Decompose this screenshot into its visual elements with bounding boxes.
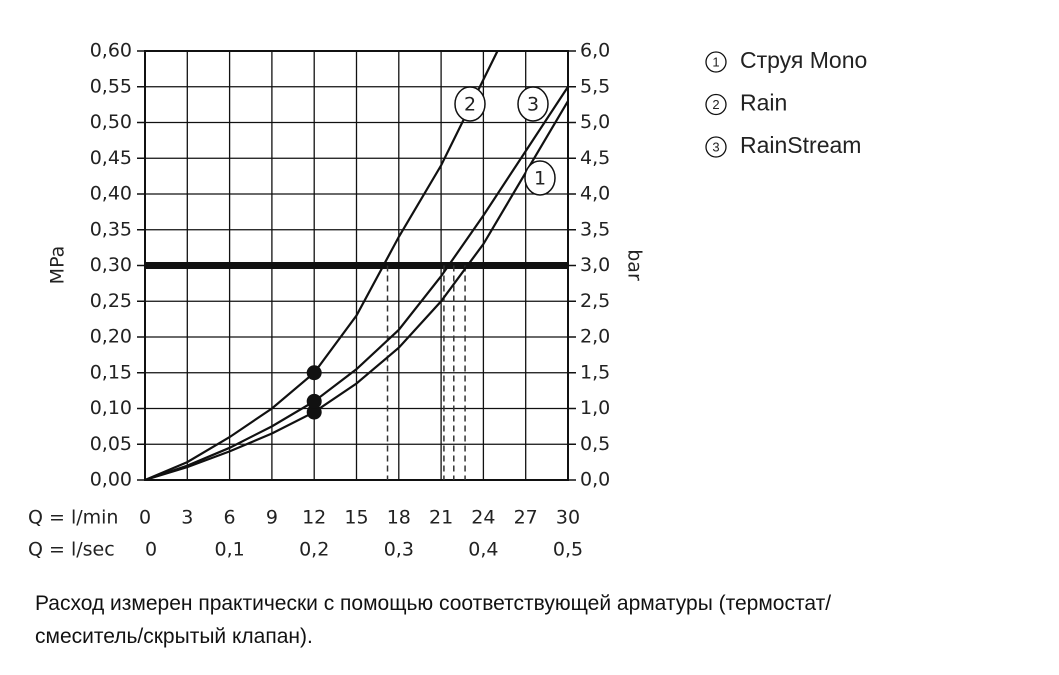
y2-tick-label: 1,0 bbox=[580, 397, 610, 419]
y2-tick-label: 0,0 bbox=[580, 469, 610, 491]
x-tick-label: 21 bbox=[429, 507, 453, 529]
y-tick-label: 0,10 bbox=[90, 397, 132, 419]
y2-tick-label: 2,0 bbox=[580, 326, 610, 348]
x2-tick-label: 0,3 bbox=[384, 539, 414, 561]
y-tick-label: 0,55 bbox=[90, 75, 132, 97]
note: Расход измерен практически с помощью соо… bbox=[35, 587, 831, 653]
y2-axis-label: bar bbox=[624, 249, 646, 281]
x-tick-label: 15 bbox=[344, 507, 368, 529]
curve-badge-label: 2 bbox=[464, 94, 476, 116]
x2-tick-label: 0,4 bbox=[468, 539, 498, 561]
y2-tick-label: 1,5 bbox=[580, 361, 610, 383]
legend-badge bbox=[705, 93, 727, 116]
x-tick-label: 6 bbox=[224, 507, 236, 529]
y-tick-label: 0,15 bbox=[90, 361, 132, 383]
x-tick-label: 27 bbox=[514, 507, 538, 529]
point bbox=[306, 365, 322, 381]
x-tick-label: 0 bbox=[139, 507, 151, 529]
curve-badge bbox=[517, 86, 549, 122]
y2-tick-label: 3,0 bbox=[580, 254, 610, 276]
y-tick-label: 0,25 bbox=[90, 290, 132, 312]
y-tick-label: 0,50 bbox=[90, 111, 132, 133]
y2-tick-label: 2,5 bbox=[580, 290, 610, 312]
legend-badge bbox=[705, 136, 727, 158]
x-tick-label: 12 bbox=[302, 507, 326, 529]
note-line: смеситель/скрытый клапан). bbox=[35, 625, 313, 648]
y2-tick-label: 5,5 bbox=[580, 75, 610, 97]
x-tick-label: 24 bbox=[471, 507, 495, 529]
curve bbox=[144, 86, 569, 482]
y-tick-label: 0,35 bbox=[90, 218, 132, 240]
curve bbox=[144, 50, 499, 482]
legend-badge-label: 2 bbox=[712, 97, 719, 112]
x-tick-label: 18 bbox=[387, 507, 411, 529]
y2-tick-label: 0,5 bbox=[580, 433, 610, 455]
y-tick-label: 0,60 bbox=[90, 40, 132, 62]
legend-badge-label: 1 bbox=[712, 54, 719, 69]
y-tick-label: 0,30 bbox=[90, 254, 132, 276]
legend-label: RainStream bbox=[740, 132, 861, 158]
y-tick-label: 0,45 bbox=[90, 147, 132, 169]
note-line: Расход измерен практически с помощью соо… bbox=[35, 592, 832, 615]
curve-badge-label: 1 bbox=[534, 168, 546, 190]
y2-tick-label: 5,0 bbox=[580, 111, 610, 133]
y-tick-label: 0,40 bbox=[90, 183, 132, 205]
y-tick-label: 0,20 bbox=[90, 326, 132, 348]
curve-badge bbox=[454, 86, 486, 122]
curve-badge-label: 3 bbox=[527, 94, 539, 116]
y2-tick-label: 4,0 bbox=[580, 183, 610, 205]
y2-tick-label: 4,5 bbox=[580, 147, 610, 169]
x2-tick-label: 0,5 bbox=[553, 539, 583, 561]
curve-badge bbox=[524, 160, 556, 196]
chart: MPa bar Q = l/min Q = l/sec 0,000,050,10… bbox=[28, 40, 867, 561]
x-tick-label: 3 bbox=[181, 507, 193, 529]
legend-label: Rain bbox=[740, 90, 787, 116]
y-tick-label: 0,00 bbox=[90, 469, 132, 491]
curve bbox=[144, 100, 569, 482]
x-tick-label: 30 bbox=[556, 507, 580, 529]
legend-badge bbox=[705, 51, 727, 73]
legend-label: Струя Mono bbox=[740, 47, 867, 73]
x2-axis-label: Q = l/sec bbox=[28, 539, 115, 561]
x2-tick-label: 0 bbox=[145, 539, 157, 561]
legend-badge-label: 3 bbox=[712, 139, 719, 154]
x-tick-label: 9 bbox=[266, 507, 278, 529]
y2-tick-label: 3,5 bbox=[580, 218, 610, 240]
point bbox=[306, 404, 322, 420]
x2-tick-label: 0,2 bbox=[299, 539, 329, 561]
y-tick-label: 0,05 bbox=[90, 433, 132, 455]
point bbox=[306, 393, 322, 409]
x2-tick-label: 0,1 bbox=[214, 539, 244, 561]
x-axis-label: Q = l/min bbox=[28, 507, 118, 529]
y-axis-label: MPa bbox=[47, 246, 69, 285]
y2-tick-label: 6,0 bbox=[580, 40, 610, 62]
